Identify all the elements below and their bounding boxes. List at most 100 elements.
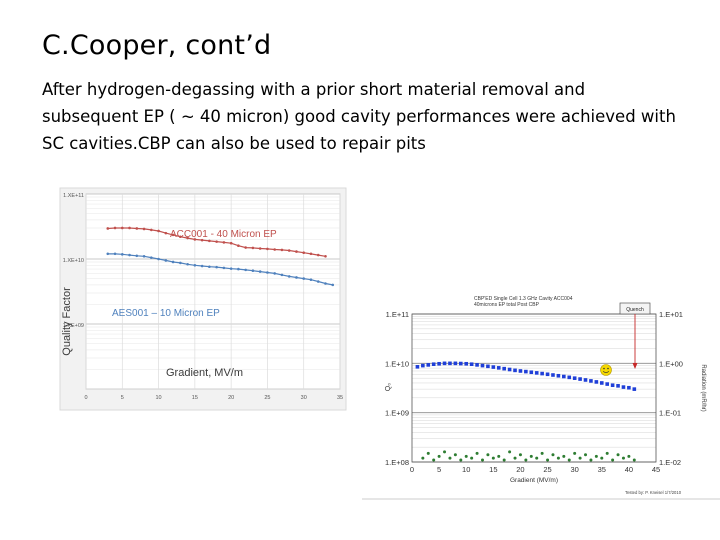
cbp-cavity-chart: 1.E+11 1.E+10 1.E+09 1.E+08 1.E+01 1.E+00 1.E-… [362, 287, 720, 501]
data-point [632, 387, 637, 391]
data-point [120, 253, 124, 256]
data-point [578, 456, 582, 460]
data-point [594, 454, 598, 458]
data-point [128, 253, 131, 257]
chart-title: CBP'ED Single Cell 1.3 GHz Cavity ACC004 [474, 296, 573, 302]
data-point [480, 363, 485, 368]
data-point [215, 265, 218, 269]
data-point [164, 231, 168, 235]
data-point [273, 272, 276, 275]
data-point [627, 385, 631, 390]
data-point [150, 256, 153, 259]
data-point [179, 235, 182, 239]
data-point [421, 363, 425, 368]
x-tick-label: 10 [156, 395, 162, 401]
body-line: subsequent EP ( ~ 40 micron) good cavity… [42, 107, 676, 126]
data-point [475, 363, 479, 367]
series-annotation: ACC001 - 40 Micron EP [170, 229, 277, 240]
data-point [113, 226, 117, 230]
data-point [171, 233, 175, 237]
x-tick-label: 25 [543, 465, 551, 474]
quench-arrowhead [632, 363, 638, 369]
x-tick-label: 25 [264, 395, 270, 401]
data-point [128, 226, 131, 230]
data-point [237, 244, 240, 248]
y-tick-label: 1.E+09 [385, 409, 409, 418]
data-point [258, 270, 262, 273]
data-point [513, 368, 517, 373]
data-point [496, 366, 501, 370]
data-point [573, 451, 577, 455]
x-tick-label: 10 [462, 465, 470, 474]
data-point [324, 255, 327, 258]
data-point [251, 246, 255, 250]
data-point [421, 456, 425, 460]
data-point [486, 364, 490, 369]
data-point [502, 366, 506, 371]
x-tick-label: 40 [625, 465, 633, 474]
data-point [497, 454, 501, 458]
data-point [611, 458, 615, 462]
data-point [502, 458, 506, 462]
x-tick-label: 20 [228, 395, 234, 401]
data-point [513, 456, 517, 460]
data-point [507, 367, 512, 372]
y2-tick-label: 1.E+01 [659, 310, 683, 319]
data-point [193, 238, 197, 241]
data-point [437, 454, 441, 458]
data-point [120, 226, 124, 230]
data-point [632, 458, 636, 462]
data-point [287, 275, 291, 278]
data-point [545, 372, 550, 377]
data-point [508, 450, 512, 454]
data-point [273, 248, 276, 251]
data-point [491, 365, 496, 369]
data-point [316, 253, 320, 257]
data-point [142, 255, 146, 258]
data-point [113, 252, 117, 256]
data-point [164, 259, 168, 262]
data-point [244, 246, 247, 249]
data-point [186, 236, 189, 240]
data-point [616, 453, 620, 457]
x-tick-label: 35 [337, 395, 343, 401]
chart-background [362, 287, 720, 501]
data-point [302, 251, 306, 255]
data-point [453, 361, 458, 366]
data-point [331, 283, 335, 287]
data-point [605, 451, 609, 455]
x-tick-label: 0 [410, 465, 414, 474]
data-point [295, 250, 298, 253]
data-point [469, 362, 474, 367]
y-tick-label: 1.XE+10 [63, 258, 84, 264]
data-point [106, 252, 110, 256]
plot-area [85, 193, 341, 390]
x-tick-label: 35 [598, 465, 606, 474]
data-point [171, 260, 175, 264]
data-point [594, 380, 599, 384]
y-tick-label: 1.XE+09 [63, 323, 84, 329]
data-point [442, 361, 447, 366]
y-axis-label: Quality Factor [61, 287, 73, 356]
data-point [324, 282, 327, 285]
smiley-eye-icon [603, 367, 605, 370]
data-point [215, 240, 218, 243]
data-point [437, 361, 441, 366]
data-point [179, 261, 182, 265]
data-point [535, 456, 539, 460]
y2-tick-label: 1.E-01 [659, 409, 681, 418]
data-point [280, 248, 284, 252]
data-point [193, 263, 197, 267]
data-point [426, 451, 430, 455]
data-point [556, 373, 561, 378]
data-point [486, 453, 490, 457]
body-line: After hydrogen-degassing with a prior sh… [42, 80, 586, 99]
data-point [459, 361, 463, 366]
data-point [551, 453, 555, 457]
data-point [621, 456, 625, 460]
data-point [280, 273, 284, 277]
data-point [567, 375, 572, 380]
data-point [529, 370, 534, 375]
data-point [453, 453, 457, 457]
x-tick-label: 45 [652, 465, 660, 474]
